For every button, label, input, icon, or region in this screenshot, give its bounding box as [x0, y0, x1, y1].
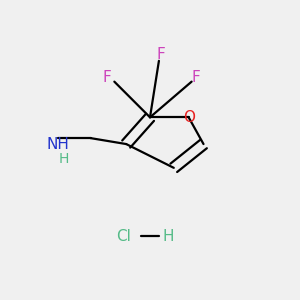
Text: F: F	[103, 70, 111, 85]
Text: F: F	[156, 47, 165, 62]
Text: H: H	[58, 152, 69, 166]
Text: Cl: Cl	[116, 229, 131, 244]
Text: NH: NH	[46, 136, 69, 152]
Text: O: O	[183, 110, 195, 125]
Text: F: F	[192, 70, 200, 85]
Text: H: H	[162, 229, 174, 244]
